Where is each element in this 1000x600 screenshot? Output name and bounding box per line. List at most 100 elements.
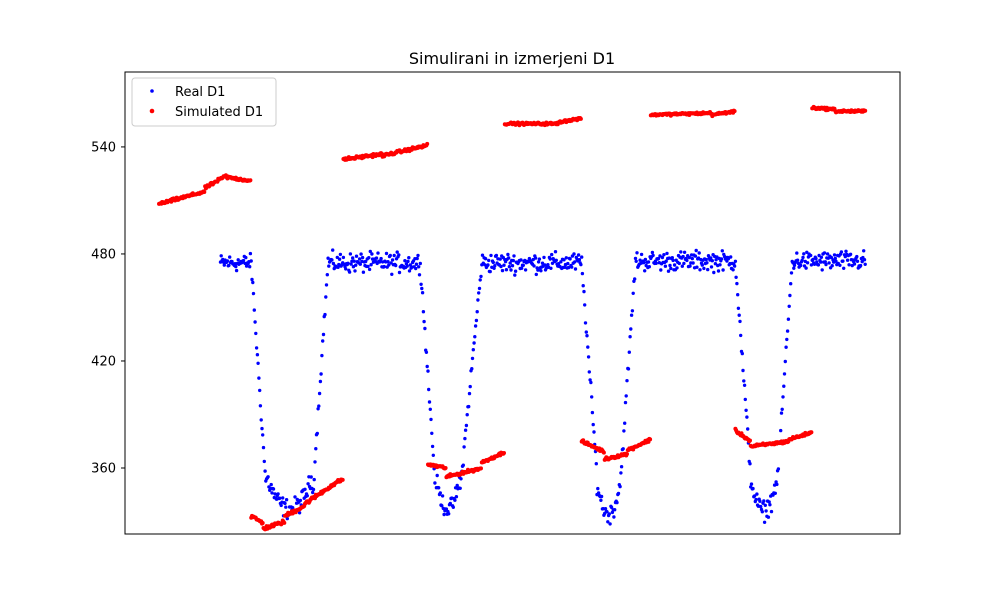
real-d1-point: [553, 250, 558, 254]
real-d1-point: [822, 251, 827, 255]
real-d1-point: [476, 298, 480, 302]
real-d1-point: [627, 350, 631, 354]
real-d1-point: [624, 394, 628, 398]
real-d1-point: [320, 353, 324, 358]
real-d1-point: [682, 261, 686, 266]
real-d1-point: [470, 356, 475, 361]
series-simulated-d1: [157, 104, 868, 532]
real-d1-point: [855, 259, 860, 263]
real-d1-point: [464, 423, 469, 428]
real-d1-point: [608, 522, 612, 526]
real-d1-point: [706, 254, 711, 258]
real-d1-point: [486, 263, 490, 267]
real-d1-point: [318, 379, 323, 384]
real-d1-point: [488, 269, 492, 274]
real-d1-point: [698, 268, 702, 272]
real-d1-point: [805, 250, 809, 254]
real-d1-point: [473, 335, 477, 339]
real-d1-point: [463, 428, 468, 432]
real-d1-point: [361, 270, 366, 274]
real-d1-point: [585, 334, 589, 338]
real-d1-point: [543, 263, 547, 267]
real-d1-point: [542, 255, 546, 260]
real-d1-point: [431, 453, 435, 457]
real-d1-point: [862, 249, 866, 253]
real-d1-point: [442, 512, 446, 517]
real-d1-point: [848, 252, 853, 256]
real-d1-point: [523, 268, 528, 272]
real-d1-point: [695, 265, 699, 269]
real-d1-point: [550, 261, 555, 265]
real-d1-point: [677, 261, 681, 266]
real-d1-point: [392, 253, 396, 258]
real-d1-point: [736, 293, 740, 297]
real-d1-point: [429, 417, 433, 422]
simulated-d1-point: [340, 477, 345, 482]
real-d1-point: [736, 306, 741, 310]
real-d1-point: [664, 259, 668, 263]
real-d1-point: [317, 391, 322, 396]
real-d1-point: [463, 436, 467, 441]
real-d1-point: [440, 494, 445, 498]
real-d1-point: [787, 304, 791, 308]
real-d1-point: [250, 277, 254, 282]
real-d1-point: [735, 281, 739, 286]
real-d1-point: [499, 264, 503, 269]
real-d1-point: [764, 509, 768, 513]
real-d1-point: [228, 255, 232, 259]
real-d1-point: [262, 459, 266, 464]
real-d1-point: [255, 353, 260, 357]
real-d1-point: [427, 400, 432, 404]
real-d1-point: [734, 275, 738, 279]
real-d1-point: [394, 263, 398, 268]
real-d1-point: [762, 520, 767, 524]
real-d1-point: [351, 256, 355, 260]
real-d1-point: [374, 256, 379, 260]
real-d1-point: [487, 258, 491, 263]
simulated-d1-point: [748, 438, 752, 443]
real-d1-point: [414, 262, 419, 266]
real-d1-point: [626, 367, 631, 371]
plot-area: [157, 104, 868, 532]
real-d1-point: [829, 255, 834, 260]
real-d1-point: [834, 259, 838, 263]
legend-marker-real: [150, 89, 154, 93]
real-d1-point: [801, 255, 805, 260]
real-d1-point: [779, 428, 783, 433]
simulated-d1-point: [601, 450, 606, 455]
real-d1-point: [422, 319, 426, 324]
real-d1-point: [609, 505, 614, 510]
real-d1-point: [295, 497, 299, 502]
real-d1-point: [260, 426, 264, 431]
real-d1-point: [642, 260, 646, 265]
real-d1-point: [548, 257, 552, 261]
real-d1-point: [459, 477, 463, 481]
real-d1-point: [259, 418, 263, 422]
real-d1-point: [762, 499, 766, 503]
real-d1-point: [566, 265, 571, 270]
real-d1-point: [406, 259, 410, 264]
real-d1-point: [583, 321, 588, 325]
real-d1-point: [587, 370, 591, 374]
real-d1-point: [668, 263, 672, 268]
real-d1-point: [331, 261, 336, 266]
real-d1-point: [532, 264, 536, 268]
real-d1-point: [812, 262, 817, 266]
real-d1-point: [748, 462, 752, 466]
real-d1-point: [775, 482, 779, 487]
real-d1-point: [781, 395, 785, 399]
real-d1-point: [833, 256, 837, 261]
real-d1-point: [743, 397, 747, 402]
real-d1-point: [336, 265, 340, 269]
real-d1-point: [312, 477, 316, 482]
real-d1-point: [827, 261, 831, 265]
real-d1-point: [369, 263, 373, 267]
real-d1-point: [643, 269, 647, 273]
real-d1-point: [254, 346, 259, 350]
real-d1-point: [675, 266, 679, 270]
real-d1-point: [454, 495, 459, 499]
real-d1-point: [407, 269, 412, 273]
real-d1-point: [773, 491, 777, 495]
real-d1-point: [311, 490, 315, 495]
